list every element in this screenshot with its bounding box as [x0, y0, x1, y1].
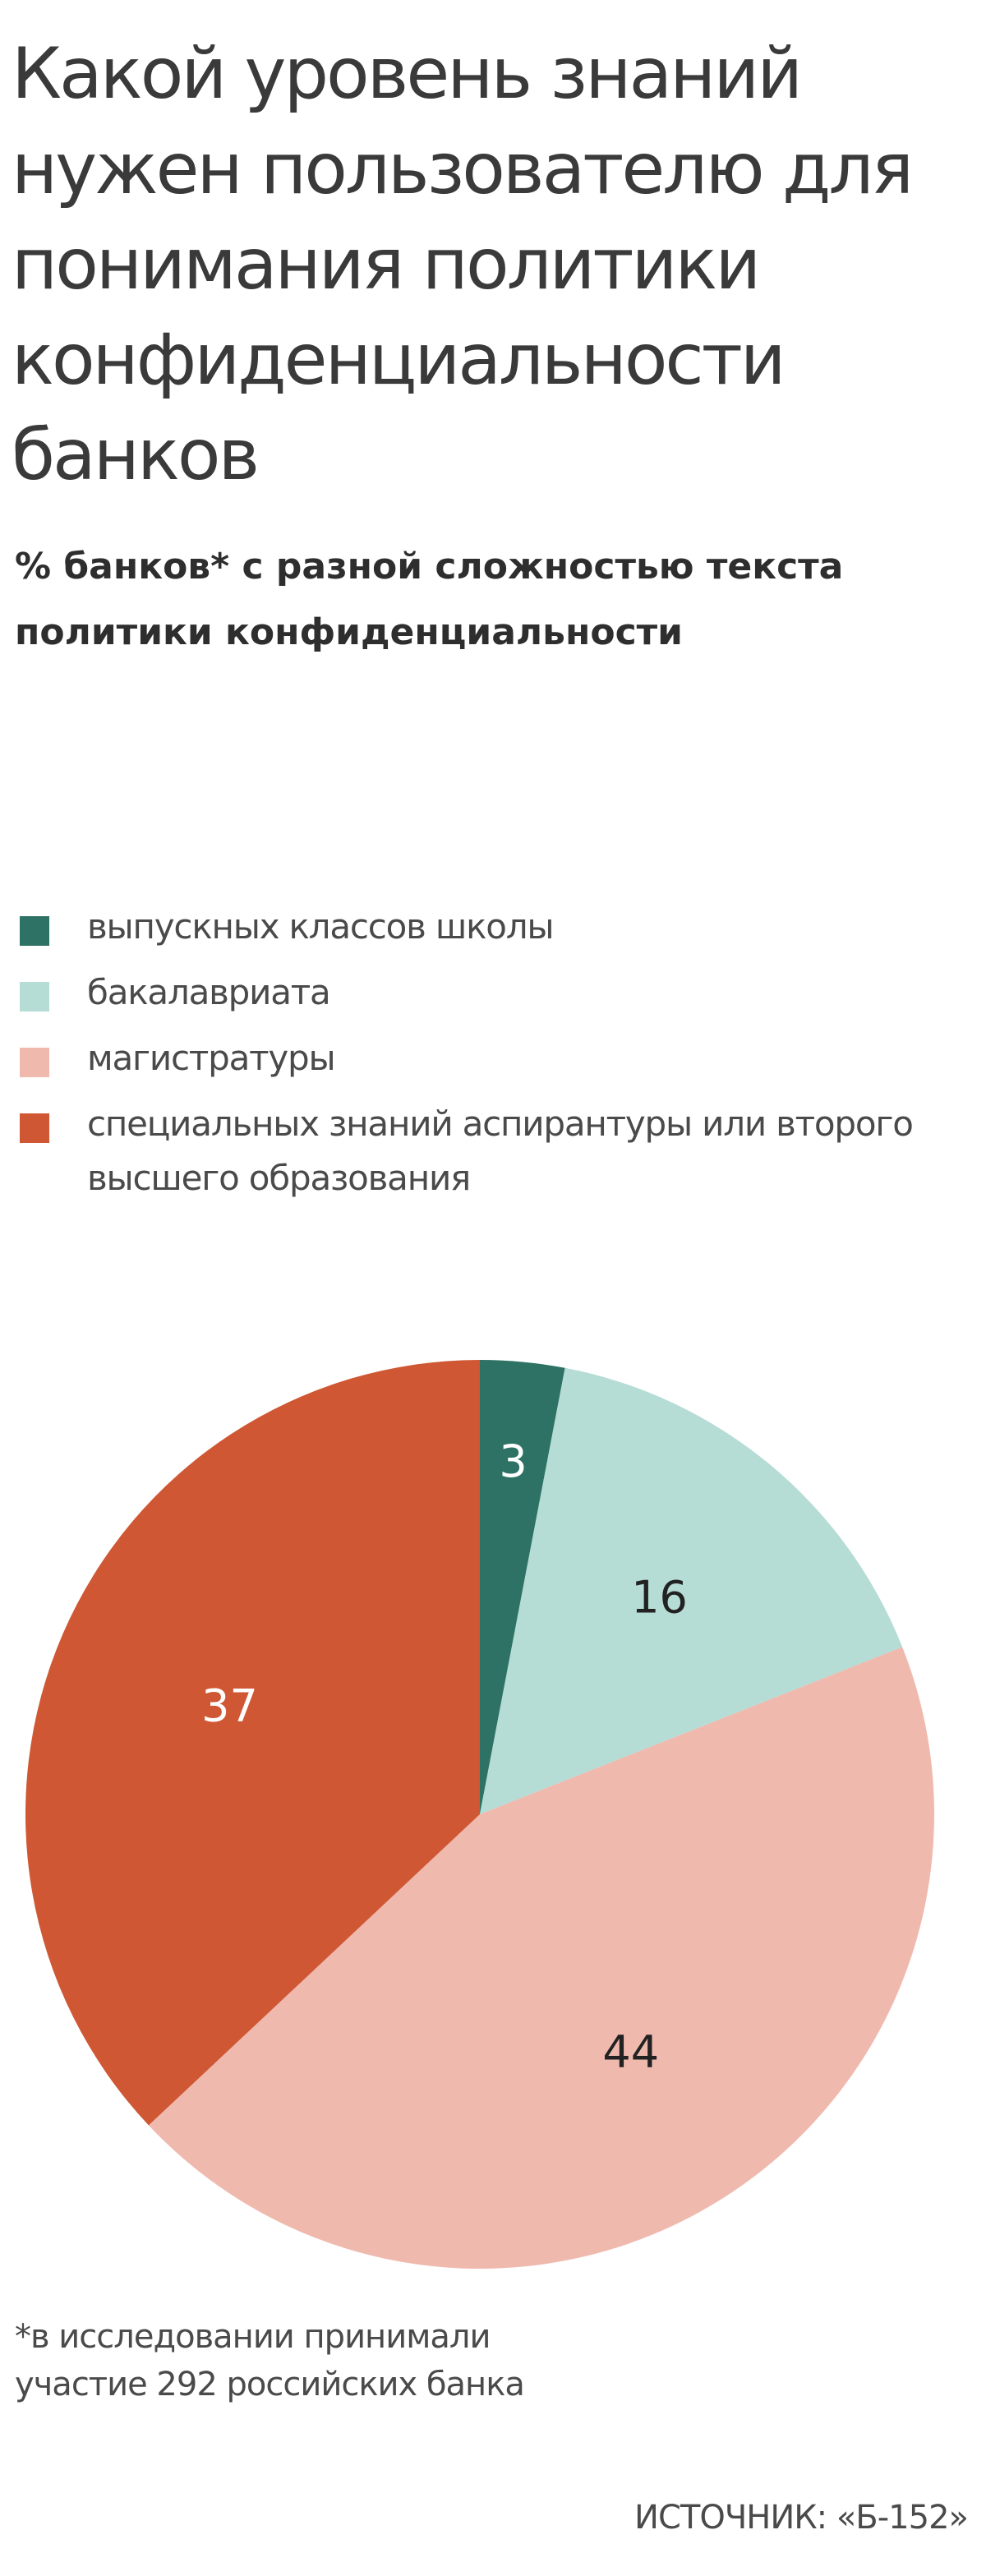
- legend: выпускных классов школы бакалавриата маг…: [15, 900, 976, 1217]
- pie-slice-master: [148, 1647, 934, 2269]
- legend-label-master: магистратуры: [87, 1038, 336, 1078]
- pie-slice-postgraduate: [25, 1360, 481, 2126]
- legend-label-bachelor: бакалавриата: [87, 972, 331, 1012]
- pie-slice-school: [480, 1360, 565, 1814]
- legend-swatch-master: [20, 1048, 49, 1077]
- chart-title: Какой уровень знаний нужен пользователю …: [12, 33, 914, 496]
- legend-item-master: магистратуры: [15, 1031, 976, 1085]
- footnote: *в исследовании принимали участие 292 ро…: [15, 2318, 525, 2403]
- legend-label-postgraduate: специальных знаний аспирантуры или второ…: [87, 1104, 914, 1198]
- chart-subtitle: % банков* с разной сложностью текста пол…: [15, 546, 844, 653]
- pie-slices: [25, 1360, 934, 2269]
- pie-chart: 3 16 44 37: [25, 1360, 934, 2269]
- pie-labels: 3 16 44 37: [201, 1435, 688, 2078]
- legend-item-postgraduate: специальных знаний аспирантуры или второ…: [15, 1097, 976, 1205]
- legend-label-school: выпускных классов школы: [87, 906, 555, 947]
- legend-swatch-bachelor: [20, 982, 49, 1012]
- pie-value-label-postgraduate: 37: [201, 1680, 258, 1732]
- pie-value-label-bachelor: 16: [631, 1571, 688, 1623]
- source-credit: ИСТОЧНИК: «Б-152»: [634, 2499, 969, 2537]
- legend-swatch-school: [20, 916, 49, 946]
- legend-item-bachelor: бакалавриата: [15, 965, 976, 1020]
- pie-value-label-master: 44: [602, 2026, 659, 2078]
- pie-value-label-school: 3: [499, 1435, 527, 1487]
- pie-slice-bachelor: [480, 1367, 903, 1814]
- legend-swatch-postgraduate: [20, 1113, 49, 1143]
- legend-item-school: выпускных классов школы: [15, 900, 976, 954]
